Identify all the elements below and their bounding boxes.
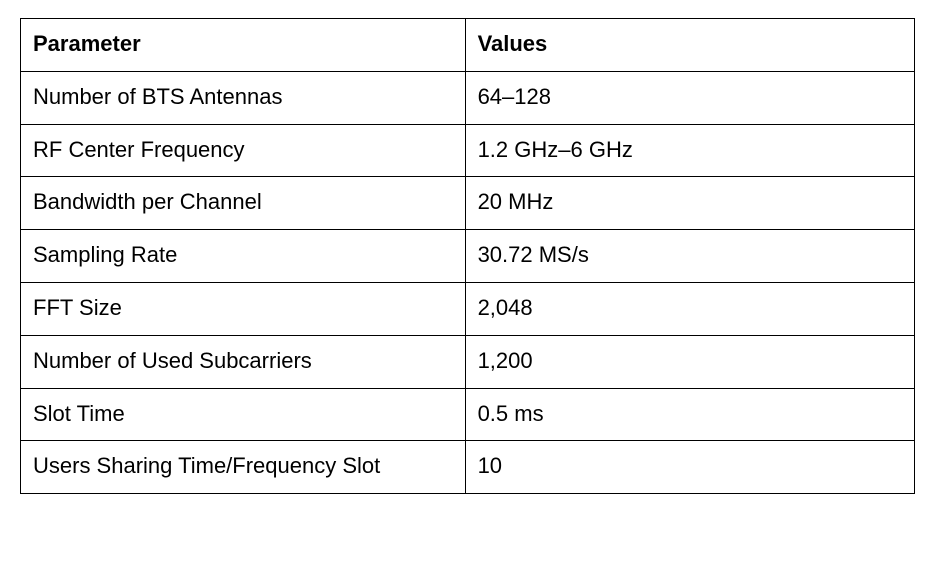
value-cell: 20 MHz [465, 177, 914, 230]
table-header-row: Parameter Values [21, 19, 915, 72]
table-row: Users Sharing Time/Frequency Slot 10 [21, 441, 915, 494]
value-cell: 30.72 MS/s [465, 230, 914, 283]
parameters-table: Parameter Values Number of BTS Antennas … [20, 18, 915, 494]
table-row: Number of BTS Antennas 64–128 [21, 71, 915, 124]
column-header-parameter: Parameter [21, 19, 466, 72]
value-cell: 64–128 [465, 71, 914, 124]
table-row: Number of Used Subcarriers 1,200 [21, 335, 915, 388]
table-row: FFT Size 2,048 [21, 282, 915, 335]
param-cell: Number of Used Subcarriers [21, 335, 466, 388]
param-cell: Number of BTS Antennas [21, 71, 466, 124]
value-cell: 10 [465, 441, 914, 494]
table-row: Sampling Rate 30.72 MS/s [21, 230, 915, 283]
value-cell: 2,048 [465, 282, 914, 335]
value-cell: 1,200 [465, 335, 914, 388]
param-cell: Bandwidth per Channel [21, 177, 466, 230]
table-row: Slot Time 0.5 ms [21, 388, 915, 441]
column-header-values: Values [465, 19, 914, 72]
table-row: Bandwidth per Channel 20 MHz [21, 177, 915, 230]
table-row: RF Center Frequency 1.2 GHz–6 GHz [21, 124, 915, 177]
value-cell: 1.2 GHz–6 GHz [465, 124, 914, 177]
param-cell: FFT Size [21, 282, 466, 335]
param-cell: Users Sharing Time/Frequency Slot [21, 441, 466, 494]
param-cell: Slot Time [21, 388, 466, 441]
param-cell: Sampling Rate [21, 230, 466, 283]
value-cell: 0.5 ms [465, 388, 914, 441]
param-cell: RF Center Frequency [21, 124, 466, 177]
